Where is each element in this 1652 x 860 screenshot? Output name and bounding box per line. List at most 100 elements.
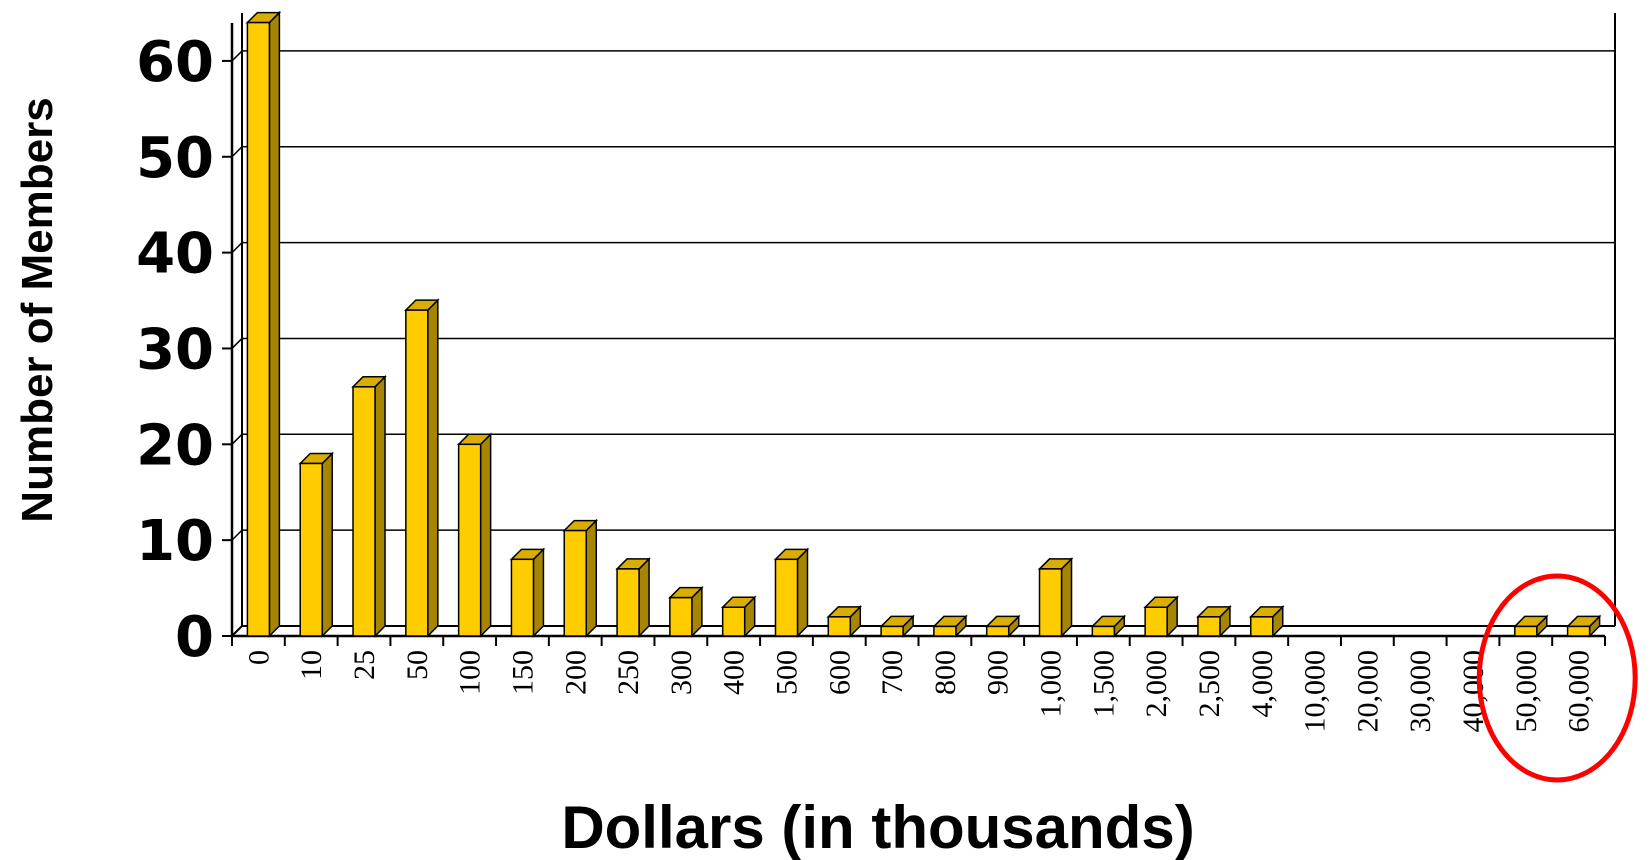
- x-tick-label: 60,000: [1563, 650, 1596, 733]
- bar-side: [321, 451, 333, 638]
- x-tick-label: 150: [506, 650, 539, 695]
- y-tick-label: 60: [136, 30, 214, 95]
- bar-front: [827, 616, 852, 637]
- bar: [1512, 614, 1549, 638]
- bar-front: [405, 309, 429, 637]
- bar-front: [1144, 606, 1168, 637]
- bar: [1143, 595, 1179, 638]
- bar-front: [1514, 625, 1538, 637]
- bar: [879, 614, 915, 638]
- gridline-diagonal: [231, 433, 243, 445]
- bar-front: [1038, 568, 1063, 637]
- x-tick-label: 20,000: [1351, 650, 1384, 733]
- bar-front: [563, 529, 587, 637]
- bar: [668, 585, 704, 638]
- bar-side: [532, 547, 545, 638]
- bar-front: [510, 558, 535, 637]
- bar-front: [299, 462, 323, 637]
- bar-front: [933, 625, 957, 637]
- bar: [298, 451, 335, 638]
- bar: [773, 547, 810, 638]
- bar: [245, 10, 282, 638]
- x-tick-label: 500: [770, 650, 803, 695]
- bar: [1037, 557, 1074, 638]
- bar: [509, 547, 546, 638]
- x-tick-label: 4,000: [1246, 650, 1279, 718]
- x-tick-label: 2,500: [1193, 650, 1226, 718]
- x-tick-label: 50,000: [1510, 650, 1543, 733]
- bar-side: [796, 547, 809, 638]
- x-tick-label: 10,000: [1299, 650, 1332, 733]
- gridline-diagonal: [231, 337, 243, 349]
- x-tick-label: 900: [982, 650, 1015, 695]
- bar-front: [1250, 616, 1274, 637]
- bar-side: [479, 432, 492, 638]
- bar: [351, 374, 387, 638]
- bar: [932, 614, 968, 638]
- y-tick-label: 20: [136, 413, 214, 478]
- x-tick-label: 10: [295, 650, 328, 680]
- y-tick-label: 50: [136, 126, 214, 191]
- bar-front: [774, 558, 799, 637]
- bar-front: [721, 606, 746, 637]
- x-tick-label: 600: [823, 650, 856, 695]
- bar: [1248, 605, 1285, 638]
- gridlines: [231, 50, 1615, 541]
- x-tick-label: 250: [612, 650, 645, 695]
- bar-front: [669, 596, 693, 637]
- bar-front: [1091, 625, 1116, 637]
- gridline-diagonal: [231, 242, 243, 254]
- y-tick-label: 0: [175, 605, 214, 670]
- bar: [984, 614, 1021, 638]
- x-tick-label: 1,500: [1087, 650, 1120, 718]
- highlight-ellipse: [1476, 573, 1638, 783]
- y-axis-title: Number of Members: [13, 97, 62, 522]
- y-tick-label: 40: [136, 222, 214, 287]
- x-tick-label: 1,000: [1035, 650, 1068, 718]
- bar-front: [1197, 616, 1221, 637]
- bar: [1565, 614, 1602, 638]
- bar-front: [457, 443, 482, 637]
- gridline-diagonal: [231, 146, 243, 158]
- bar-front: [1566, 625, 1591, 637]
- bar: [615, 557, 651, 638]
- floor-corner-line: [231, 625, 243, 637]
- y-tick-label: 30: [136, 317, 214, 382]
- gridline-diagonal: [231, 50, 243, 62]
- bar: [404, 298, 440, 638]
- bar-front: [246, 21, 271, 637]
- x-tick-label: 50: [401, 650, 434, 680]
- bar-front: [616, 568, 640, 637]
- bar: [562, 518, 599, 638]
- bar: [720, 595, 757, 638]
- bar: [1196, 605, 1232, 638]
- x-tick-labels: 0 10 25 50 100 150 200 250 300 400 500 600 700 800 900…: [242, 650, 1595, 733]
- bar-front: [880, 625, 904, 637]
- bars: [245, 10, 1602, 638]
- bar-side: [427, 298, 439, 638]
- bar-side: [374, 374, 386, 638]
- gridline-diagonal: [231, 529, 243, 541]
- x-tick-label: 25: [348, 650, 381, 680]
- bar: [826, 605, 863, 638]
- bar-front: [352, 386, 376, 637]
- x-tick-label: 800: [929, 650, 962, 695]
- bar-side: [1060, 557, 1073, 638]
- bar-side: [268, 10, 281, 638]
- y-tick-labels: 0 10 20 30 40 50 60: [136, 30, 214, 670]
- x-axis-title: Dollars (in thousands): [561, 794, 1194, 860]
- y-tick-label: 10: [136, 509, 214, 574]
- bar-side: [585, 518, 597, 638]
- x-tick-label: 100: [454, 650, 487, 695]
- bar-side: [638, 557, 650, 638]
- x-tick-label: 200: [559, 650, 592, 695]
- x-tick-label: 2,000: [1140, 650, 1173, 718]
- x-tick-label: 30,000: [1404, 650, 1437, 733]
- x-tick-label: 300: [665, 650, 698, 695]
- x-tick-label: 0: [242, 650, 275, 665]
- x-tick-label: 700: [876, 650, 909, 695]
- bar: [456, 432, 493, 638]
- bar: [1090, 614, 1127, 638]
- x-tick-label: 400: [718, 650, 751, 695]
